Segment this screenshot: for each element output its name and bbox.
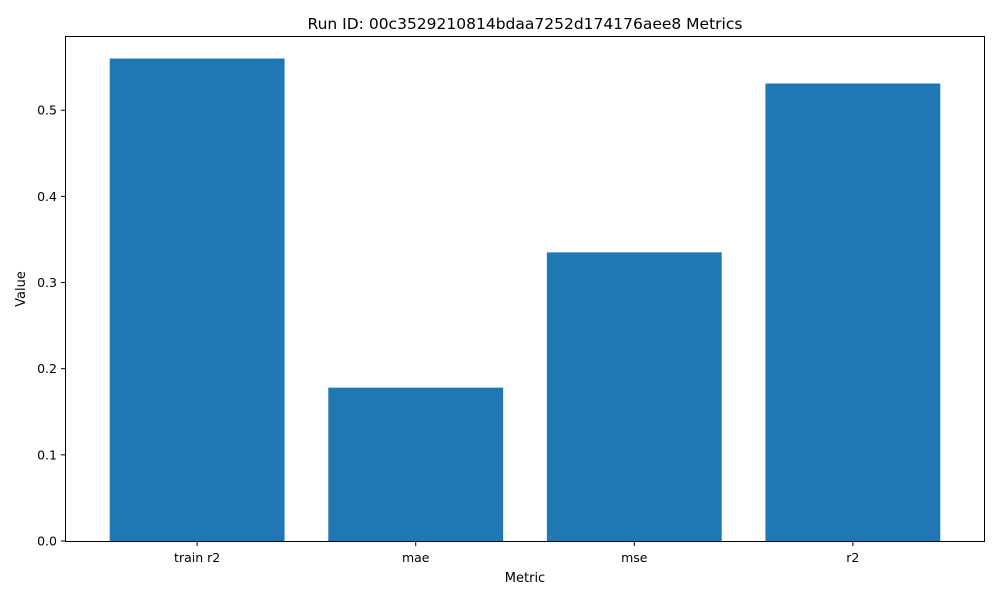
plot-frame [65, 36, 985, 542]
bar-train-r2 [109, 58, 285, 541]
y-tick-label: 0.2 [37, 361, 57, 376]
y-axis-ticks: 0.0 0.1 0.2 0.3 0.4 0.5 [37, 103, 66, 549]
y-tick-label: 0.0 [37, 534, 57, 549]
bar-mae [328, 387, 504, 541]
x-tick-label: mae [402, 550, 430, 565]
x-axis-label: Metric [505, 571, 545, 586]
chart-title: Run ID: 00c3529210814bdaa7252d174176aee8… [308, 15, 743, 33]
y-tick-label: 0.3 [37, 275, 57, 290]
bar-mse [546, 252, 722, 541]
x-tick-label: mse [621, 550, 648, 565]
x-tick-label: train r2 [174, 550, 220, 565]
x-axis-ticks: train r2 mae mse r2 [174, 541, 859, 565]
y-axis-label: Value [14, 271, 29, 307]
y-tick-label: 0.1 [37, 447, 57, 462]
x-tick-label: r2 [846, 550, 859, 565]
y-tick-label: 0.5 [37, 103, 57, 118]
bar-r2 [765, 83, 941, 542]
y-tick-label: 0.4 [37, 189, 57, 204]
bars-group [109, 58, 941, 542]
